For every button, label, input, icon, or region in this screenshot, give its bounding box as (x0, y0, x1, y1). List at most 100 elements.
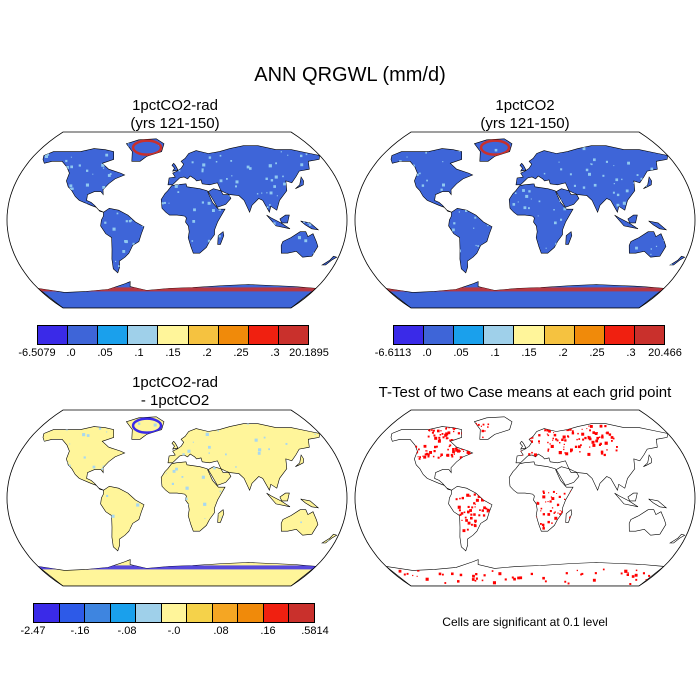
speckle-cell (613, 183, 615, 185)
speckle-cell (421, 184, 425, 187)
speckle-cell (205, 432, 209, 436)
speckle-cell (319, 248, 321, 250)
speckle-cell (246, 165, 250, 169)
speckle-cell (66, 188, 68, 190)
speckle-cell (599, 265, 602, 269)
speckle-cell (627, 572, 629, 574)
land-madagascar (565, 509, 573, 523)
speckle-cell (249, 252, 252, 255)
speckle-cell (32, 211, 34, 213)
speckle-cell (256, 193, 259, 195)
map-content (382, 138, 686, 308)
speckle-cell (297, 236, 301, 240)
speckle-cell (559, 513, 562, 516)
speckle-cell (463, 511, 466, 514)
speckle-cell (541, 523, 545, 527)
speckle-cell (314, 433, 316, 435)
speckle-cell (533, 453, 537, 457)
speckle-cell (589, 429, 591, 432)
speckle-cell (616, 203, 620, 207)
speckle-cell (217, 430, 219, 432)
speckle-cell (131, 172, 135, 176)
speckle-cell (174, 184, 178, 188)
speckle-cell (563, 446, 565, 448)
speckle-cell (613, 165, 615, 167)
speckle-cell (462, 529, 466, 533)
speckle-cell (534, 429, 537, 431)
colorbar-labels: -6.6113 .0 .05 .1 .15 .2 .25 .3 20.466 (375, 345, 682, 359)
speckle-cell (596, 436, 599, 440)
speckle-cell (25, 193, 28, 196)
speckle-cell (192, 220, 196, 223)
speckle-cell (143, 242, 146, 245)
speckle-cell (156, 528, 159, 531)
speckle-cell (404, 186, 407, 189)
map-difference (6, 409, 348, 587)
colorbar-swatch (574, 326, 605, 344)
speckle-cell (34, 245, 37, 248)
speckle-cell (426, 450, 428, 452)
colorbar-tick-label: 20.1895 (289, 347, 329, 359)
speckle-cell (227, 499, 230, 502)
speckle-cell (437, 456, 440, 459)
speckle-cell (423, 455, 427, 459)
speckle-cell (445, 432, 449, 436)
speckle-cell (268, 164, 272, 168)
speckle-cell (528, 207, 530, 210)
speckle-cell (536, 502, 540, 505)
speckle-cell (434, 445, 437, 449)
speckle-cell (74, 213, 76, 216)
speckle-cell (445, 427, 447, 430)
speckle-cell (398, 262, 401, 265)
speckle-cell (453, 428, 455, 431)
speckle-cell (474, 521, 476, 523)
speckle-cell (453, 222, 456, 225)
speckle-cell (487, 423, 490, 426)
speckle-cell (440, 188, 443, 191)
speckle-cell (417, 456, 419, 458)
speckle-cell (497, 241, 500, 244)
speckle-cell (540, 507, 543, 510)
speckle-cell (187, 504, 190, 506)
speckle-cell (569, 490, 572, 492)
speckle-cell (432, 270, 435, 272)
speckle-cell (537, 215, 539, 217)
speckle-cell (455, 442, 458, 444)
speckle-cell (70, 273, 73, 277)
speckle-cell (648, 574, 651, 577)
speckle-cell (455, 448, 459, 452)
speckle-cell (382, 163, 384, 165)
land-indonesia (266, 492, 291, 508)
speckle-cell (266, 206, 269, 209)
speckle-cell (402, 265, 406, 268)
speckle-cell (464, 273, 466, 275)
speckle-cell (473, 424, 476, 427)
speckle-cell (106, 431, 108, 433)
speckle-cell (14, 506, 17, 509)
speckle-cell (568, 507, 570, 509)
speckle-cell (307, 196, 310, 199)
speckle-cell (523, 429, 526, 432)
speckle-cell (434, 420, 437, 424)
speckle-cell (457, 580, 460, 583)
speckle-cell (131, 200, 134, 204)
speckle-cell (433, 429, 435, 432)
speckle-cell (268, 448, 270, 451)
speckle-cell (481, 498, 485, 502)
speckle-cell (250, 237, 254, 241)
speckle-cell (73, 268, 76, 272)
speckle-cell (563, 492, 566, 495)
speckle-cell (209, 550, 211, 552)
speckle-cell (86, 434, 90, 437)
speckle-cell (214, 260, 217, 263)
panel-title-line1: 1pctCO2-rad (132, 97, 218, 114)
speckle-cell (322, 192, 324, 194)
speckle-cell (482, 436, 484, 439)
map-1pctco2 (354, 131, 696, 309)
speckle-cell (611, 440, 613, 442)
speckle-cell (567, 582, 570, 585)
speckle-cell (205, 142, 207, 144)
speckle-cell (439, 434, 442, 436)
speckle-cell (555, 272, 558, 275)
speckle-cell (410, 230, 412, 232)
